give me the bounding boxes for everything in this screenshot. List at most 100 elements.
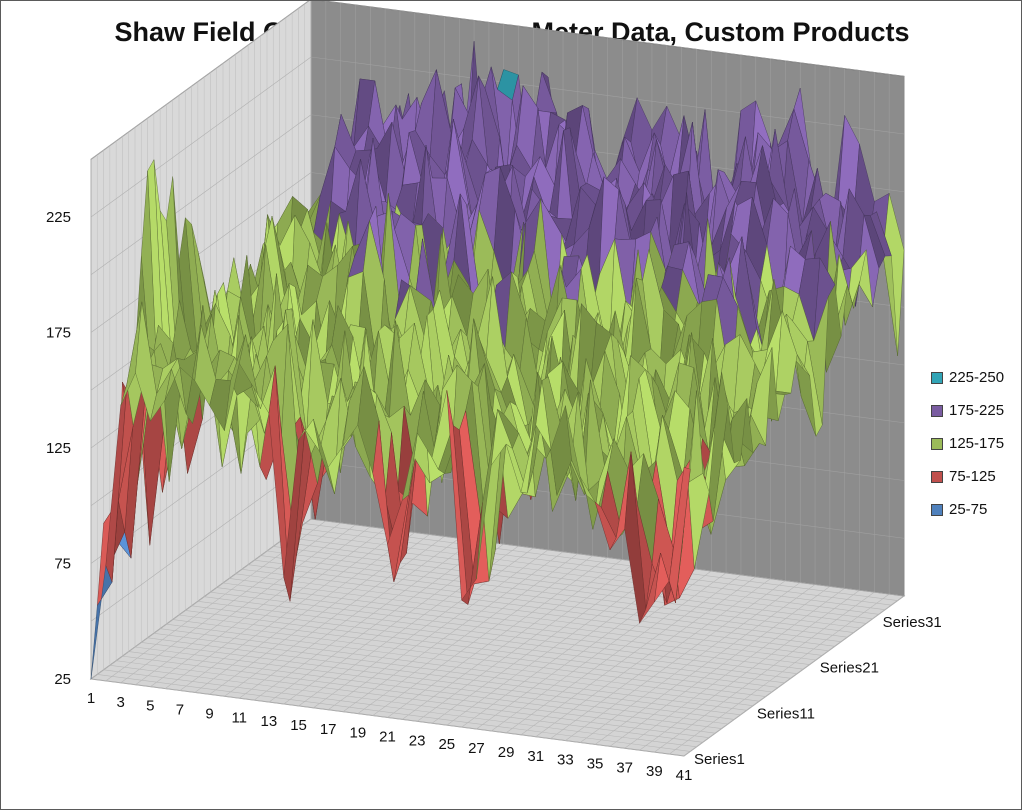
floor-gridline-y — [260, 555, 854, 633]
legend-swatch — [931, 437, 943, 450]
back-gridline-z — [310, 518, 905, 597]
floor-gridline-x — [668, 593, 890, 755]
floor-gridline-x — [342, 551, 564, 712]
floor-gridline-x — [194, 532, 415, 693]
floor-gridline-y — [147, 637, 741, 716]
floor-gridline-y — [266, 550, 861, 629]
floor-gridline-y — [128, 651, 722, 729]
x-tick-label: 21 — [379, 729, 396, 746]
floor-gridline-y — [134, 646, 729, 725]
z-tick-label: 125 — [46, 440, 71, 457]
floor-gridline-x — [313, 547, 534, 709]
x-tick-label: 29 — [498, 744, 515, 761]
z-tick-label: 175 — [46, 325, 71, 342]
floor-gridline-x — [268, 541, 490, 703]
floor-gridline-y — [216, 587, 810, 665]
series-tick-label: Series21 — [820, 660, 879, 677]
floor-gridline-y — [166, 623, 760, 702]
x-tick-label: 9 — [205, 705, 213, 722]
x-tick-label: 17 — [320, 721, 337, 738]
x-tick-label: 11 — [231, 709, 247, 726]
x-tick-label: 39 — [646, 763, 663, 780]
floor-gridline-x — [328, 549, 549, 711]
floor-gridline-x — [550, 578, 771, 739]
floor-gridline-y — [97, 674, 691, 752]
x-tick-label: 19 — [350, 725, 367, 742]
floor-gridline-y — [204, 596, 798, 675]
floor-gridline-x — [150, 526, 371, 687]
floor-gridline-x — [253, 539, 475, 701]
legend-swatch — [931, 371, 943, 384]
surface-cell — [668, 467, 691, 603]
legend-label: 75-125 — [949, 468, 996, 485]
back-gridline-z — [322, 1, 905, 77]
left-gridline-z — [90, 114, 312, 275]
floor-gridline-y — [248, 564, 842, 643]
legend-label: 175-225 — [949, 402, 1005, 419]
surface-mesh — [90, 41, 905, 680]
floor-gridline-x — [580, 582, 801, 743]
legend-item: 75-125 — [931, 460, 1004, 493]
floor-gridline-y — [279, 541, 873, 620]
floor-gridline-x — [654, 591, 875, 753]
x-tick-label: 37 — [616, 759, 633, 776]
legend-swatch — [931, 470, 943, 483]
legend-swatch — [931, 503, 943, 516]
floor-gridline-x — [624, 588, 845, 749]
floor-gridline-y — [178, 614, 773, 693]
x-tick-label: 41 — [676, 767, 693, 784]
floor-gridline-x — [402, 559, 623, 720]
x-tick-label: 13 — [261, 713, 278, 730]
floor-gridline-x — [387, 557, 608, 718]
legend-item: 25-75 — [931, 493, 1004, 526]
left-gridline-z — [90, 172, 312, 333]
floor-gridline-x — [416, 561, 638, 722]
floor-gridline-x — [135, 524, 356, 686]
floor-gridline-y — [153, 632, 747, 711]
floor-gridline-y — [210, 591, 804, 670]
legend-item: 175-225 — [931, 394, 1004, 427]
floor-gridline-x — [594, 584, 816, 745]
floor-gridline-y — [122, 655, 716, 734]
floor-gridline-x — [476, 568, 697, 730]
floor-gridline-x — [239, 538, 460, 699]
x-tick-label: 31 — [527, 748, 544, 765]
floor-gridline-x — [431, 563, 653, 724]
series-tick-label: Series31 — [883, 614, 942, 631]
series-tick-label: Series11 — [757, 705, 815, 722]
floor-gridline-y — [191, 605, 785, 684]
x-tick-label: 5 — [146, 698, 154, 715]
legend-item: 225-250 — [931, 361, 1004, 394]
left-gridline-z — [90, 461, 312, 622]
floor-gridline-x — [535, 576, 756, 737]
legend-item: 125-175 — [931, 427, 1004, 460]
floor-gridline-y — [90, 678, 685, 757]
floor-gridline-y — [172, 619, 766, 697]
floor-gridline-x — [565, 580, 786, 741]
left-gridline-z — [90, 1, 310, 160]
floor-gridline-y — [222, 582, 817, 661]
floor-gridline-y — [285, 536, 879, 615]
x-tick-label: 7 — [176, 702, 184, 719]
x-tick-label: 25 — [438, 736, 455, 753]
floor-gridline-x — [120, 522, 341, 684]
floor-gridline-y — [229, 578, 823, 656]
floor-gridline-y — [241, 568, 835, 647]
floor-gridline-x — [179, 530, 401, 691]
floor-gridline-y — [235, 573, 829, 652]
floor-gridline-x — [639, 589, 860, 751]
floor-gridline-y — [109, 664, 703, 743]
floor-gridline-x — [609, 586, 831, 747]
z-tick-label: 225 — [46, 209, 71, 226]
x-tick-label: 3 — [116, 694, 124, 711]
floor-gridline-x — [446, 564, 667, 726]
left-gridline-z — [90, 56, 312, 218]
legend-label: 25-75 — [949, 501, 988, 518]
x-tick-label: 35 — [587, 755, 604, 772]
floor-gridline-x — [683, 595, 905, 757]
legend-label: 225-250 — [949, 369, 1005, 386]
series-tick-label: Series1 — [694, 751, 745, 768]
